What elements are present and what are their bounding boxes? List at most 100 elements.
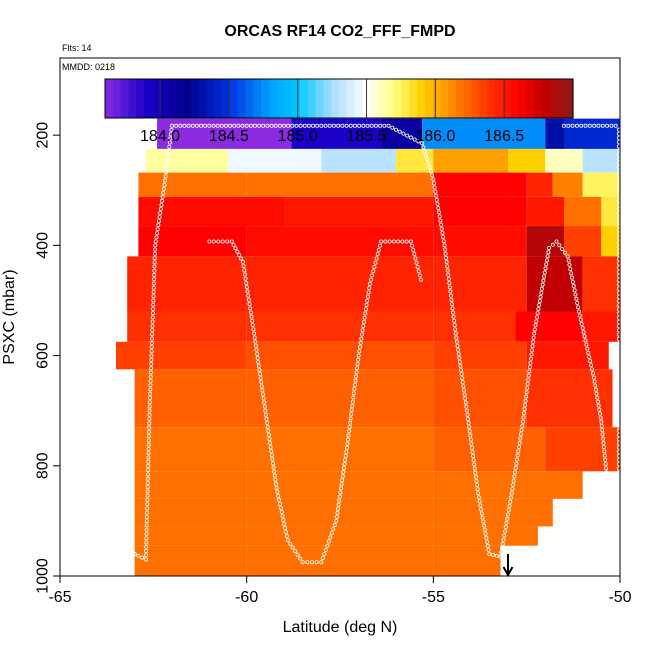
track-point bbox=[465, 412, 470, 417]
track-point bbox=[393, 127, 398, 132]
track-point bbox=[598, 415, 603, 420]
colorbar-swatch bbox=[268, 79, 278, 118]
track-point bbox=[146, 455, 151, 460]
track-point bbox=[532, 331, 537, 336]
track-point bbox=[498, 554, 503, 559]
track-point bbox=[341, 466, 346, 471]
track-point bbox=[447, 281, 452, 286]
track-point bbox=[477, 499, 482, 504]
colorbar-swatch bbox=[167, 79, 176, 118]
track-point bbox=[594, 391, 599, 396]
track-point bbox=[147, 400, 152, 405]
track-point bbox=[359, 336, 364, 341]
track-point bbox=[443, 251, 448, 256]
track-point bbox=[504, 520, 509, 525]
track-point bbox=[390, 125, 395, 130]
track-point bbox=[244, 285, 249, 290]
colorbar-swatch bbox=[565, 79, 574, 118]
track-point bbox=[269, 123, 274, 128]
date-note: MMDD: 0218 bbox=[62, 62, 115, 72]
track-point bbox=[462, 392, 467, 397]
track-point bbox=[434, 197, 439, 202]
heatmap-cell bbox=[433, 341, 527, 370]
track-point bbox=[295, 552, 300, 557]
track-point bbox=[158, 206, 163, 211]
track-point bbox=[150, 315, 155, 320]
colorbar-swatch bbox=[417, 79, 426, 118]
track-point bbox=[207, 239, 212, 244]
track-point bbox=[280, 514, 285, 519]
colorbar-swatch bbox=[112, 79, 122, 118]
heatmap-cell bbox=[526, 256, 583, 312]
track-point bbox=[602, 449, 607, 454]
track-point bbox=[356, 357, 361, 362]
track-point bbox=[298, 123, 303, 128]
surface-marker bbox=[502, 553, 514, 578]
colorbar-swatch bbox=[300, 79, 309, 118]
colorbar-swatch bbox=[479, 79, 488, 118]
track-point bbox=[416, 139, 421, 144]
track-point bbox=[336, 506, 341, 511]
track-point bbox=[132, 551, 137, 556]
track-point bbox=[151, 285, 156, 290]
track-point bbox=[525, 386, 530, 391]
track-point bbox=[472, 466, 477, 471]
track-point bbox=[435, 202, 440, 207]
track-point bbox=[482, 527, 487, 532]
track-point bbox=[590, 367, 595, 372]
track-point bbox=[432, 181, 437, 186]
track-point bbox=[344, 445, 349, 450]
track-point bbox=[557, 243, 562, 248]
colorbar-swatch bbox=[136, 79, 145, 118]
track-point bbox=[246, 297, 251, 302]
track-point bbox=[160, 198, 165, 203]
track-point bbox=[152, 260, 157, 265]
track-point bbox=[232, 123, 237, 128]
track-point bbox=[588, 359, 593, 364]
track-point bbox=[147, 408, 152, 413]
track-point bbox=[523, 398, 528, 403]
colorbar-swatch bbox=[284, 79, 293, 118]
track-point bbox=[486, 547, 491, 552]
track-point bbox=[540, 282, 545, 287]
track-point bbox=[148, 391, 153, 396]
track-point bbox=[207, 123, 212, 128]
track-point bbox=[323, 547, 328, 552]
track-point bbox=[156, 223, 161, 228]
track-point bbox=[570, 123, 575, 128]
track-point bbox=[338, 486, 343, 491]
track-point bbox=[529, 352, 534, 357]
track-point bbox=[360, 328, 365, 333]
track-point bbox=[165, 157, 170, 162]
track-point bbox=[306, 123, 311, 128]
colorbar-swatch bbox=[385, 79, 395, 118]
track-point bbox=[595, 395, 600, 400]
track-point bbox=[250, 323, 255, 328]
track-point bbox=[349, 408, 354, 413]
track-point bbox=[590, 371, 595, 376]
heatmap-cell bbox=[228, 148, 322, 173]
heatmap-cell bbox=[433, 498, 553, 527]
colorbar-swatch bbox=[409, 79, 418, 118]
colorbar-swatch bbox=[144, 79, 153, 118]
track-point bbox=[449, 302, 454, 307]
track-point bbox=[537, 298, 542, 303]
track-point bbox=[609, 123, 614, 128]
colorbar-swatch bbox=[229, 79, 239, 118]
track-point bbox=[164, 165, 169, 170]
chart-title: ORCAS RF14 CO2_FFF_FMPD bbox=[224, 23, 455, 40]
plot-frame bbox=[59, 57, 621, 577]
track-point bbox=[240, 259, 245, 264]
track-point bbox=[464, 408, 469, 413]
heatmap-cell bbox=[433, 226, 527, 257]
track-point bbox=[315, 123, 320, 128]
y-axis: 200 400 600 800 1000 bbox=[35, 122, 60, 594]
track-point bbox=[375, 252, 380, 257]
track-point bbox=[148, 370, 153, 375]
track-point bbox=[425, 157, 430, 162]
track-point bbox=[256, 364, 261, 369]
track-point bbox=[255, 351, 260, 356]
track-point bbox=[243, 276, 248, 281]
track-point bbox=[166, 149, 171, 154]
heatmap-cell bbox=[422, 118, 546, 149]
